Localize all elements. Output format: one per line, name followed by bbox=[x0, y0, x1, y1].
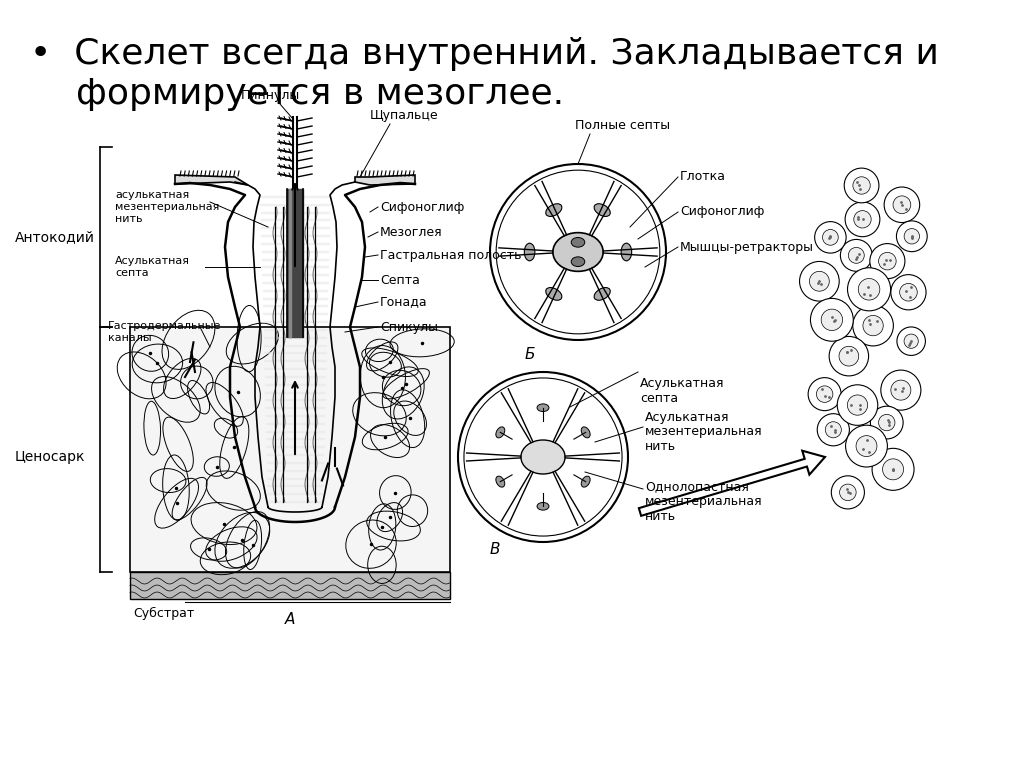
Circle shape bbox=[841, 239, 872, 272]
Circle shape bbox=[846, 425, 888, 467]
Text: асулькатная
мезентериальная
нить: асулькатная мезентериальная нить bbox=[115, 190, 219, 224]
Circle shape bbox=[893, 196, 910, 214]
Circle shape bbox=[848, 395, 867, 415]
Circle shape bbox=[490, 164, 666, 340]
Text: Гастродермальные
каналы: Гастродермальные каналы bbox=[108, 321, 221, 343]
Ellipse shape bbox=[524, 243, 535, 261]
Text: Асулькатная
септа: Асулькатная септа bbox=[115, 256, 190, 278]
Ellipse shape bbox=[571, 257, 585, 266]
Text: •  Скелет всегда внутренний. Закладывается и: • Скелет всегда внутренний. Закладываетс… bbox=[30, 37, 939, 71]
Circle shape bbox=[856, 436, 877, 456]
Bar bbox=[130, 572, 450, 599]
Text: Щупальце: Щупальце bbox=[370, 109, 438, 122]
Circle shape bbox=[853, 305, 893, 346]
Circle shape bbox=[891, 275, 926, 310]
Ellipse shape bbox=[582, 427, 590, 438]
Circle shape bbox=[831, 476, 864, 509]
Text: Полные септы: Полные септы bbox=[575, 119, 670, 132]
Circle shape bbox=[869, 244, 905, 278]
Text: Сифоноглиф: Сифоноглиф bbox=[380, 200, 464, 213]
Circle shape bbox=[897, 327, 926, 355]
Circle shape bbox=[854, 211, 871, 228]
Circle shape bbox=[904, 334, 919, 348]
Text: Однолопастная
мезентериальная
нить: Однолопастная мезентериальная нить bbox=[645, 480, 763, 524]
Polygon shape bbox=[355, 175, 415, 185]
Ellipse shape bbox=[594, 204, 610, 216]
Circle shape bbox=[800, 262, 840, 301]
Polygon shape bbox=[175, 175, 248, 185]
FancyArrow shape bbox=[639, 451, 825, 516]
Circle shape bbox=[858, 278, 880, 300]
Circle shape bbox=[825, 422, 842, 438]
Text: Гастральная полость: Гастральная полость bbox=[380, 249, 521, 262]
Circle shape bbox=[872, 449, 914, 490]
Circle shape bbox=[896, 221, 927, 252]
Circle shape bbox=[891, 380, 911, 400]
Circle shape bbox=[838, 385, 878, 426]
Circle shape bbox=[883, 459, 903, 480]
Text: А: А bbox=[285, 612, 295, 627]
Circle shape bbox=[904, 229, 920, 244]
Circle shape bbox=[848, 248, 864, 263]
Text: Мышцы-ретракторы: Мышцы-ретракторы bbox=[680, 241, 814, 254]
Circle shape bbox=[879, 252, 896, 270]
Ellipse shape bbox=[546, 204, 562, 216]
Text: Антокодий: Антокодий bbox=[15, 230, 95, 244]
Text: Спикулы: Спикулы bbox=[380, 321, 438, 334]
Ellipse shape bbox=[496, 427, 505, 438]
Circle shape bbox=[817, 413, 849, 446]
Circle shape bbox=[458, 372, 628, 542]
Text: формируется в мезоглее.: формируется в мезоглее. bbox=[30, 77, 564, 111]
Circle shape bbox=[845, 202, 880, 237]
Circle shape bbox=[853, 176, 870, 194]
Circle shape bbox=[816, 386, 833, 403]
Ellipse shape bbox=[622, 243, 632, 261]
Text: Гонада: Гонада bbox=[380, 295, 428, 308]
Ellipse shape bbox=[537, 502, 549, 510]
Circle shape bbox=[821, 309, 843, 331]
Ellipse shape bbox=[571, 238, 585, 247]
Ellipse shape bbox=[537, 404, 549, 412]
Bar bbox=[130, 327, 450, 572]
Circle shape bbox=[809, 272, 829, 291]
Circle shape bbox=[863, 315, 884, 336]
Text: Ценосарк: Ценосарк bbox=[15, 450, 85, 464]
Text: Асулькатная
септа: Асулькатная септа bbox=[640, 377, 725, 405]
Text: Сифоноглиф: Сифоноглиф bbox=[680, 206, 764, 219]
Circle shape bbox=[808, 377, 841, 410]
Circle shape bbox=[822, 229, 839, 245]
Circle shape bbox=[848, 268, 891, 311]
Circle shape bbox=[884, 187, 920, 222]
Circle shape bbox=[840, 484, 856, 501]
Circle shape bbox=[839, 347, 859, 366]
Ellipse shape bbox=[521, 440, 565, 474]
Text: Пиннулы: Пиннулы bbox=[241, 89, 300, 102]
Circle shape bbox=[870, 407, 903, 439]
Text: Септа: Септа bbox=[380, 274, 420, 287]
Circle shape bbox=[881, 370, 921, 410]
Text: В: В bbox=[489, 542, 501, 557]
Circle shape bbox=[900, 284, 918, 301]
Circle shape bbox=[815, 222, 846, 253]
Circle shape bbox=[879, 414, 895, 431]
Ellipse shape bbox=[553, 232, 603, 272]
Ellipse shape bbox=[546, 288, 562, 300]
Ellipse shape bbox=[496, 476, 505, 487]
Circle shape bbox=[844, 168, 879, 202]
Text: Б: Б bbox=[524, 347, 536, 362]
Text: Глотка: Глотка bbox=[680, 170, 726, 183]
Ellipse shape bbox=[594, 288, 610, 300]
Text: Асулькатная
мезентериальная
нить: Асулькатная мезентериальная нить bbox=[645, 410, 763, 453]
Text: Мезоглея: Мезоглея bbox=[380, 225, 442, 239]
Text: Субстрат: Субстрат bbox=[133, 607, 195, 620]
Ellipse shape bbox=[582, 476, 590, 487]
Circle shape bbox=[810, 298, 853, 341]
Circle shape bbox=[829, 337, 868, 376]
